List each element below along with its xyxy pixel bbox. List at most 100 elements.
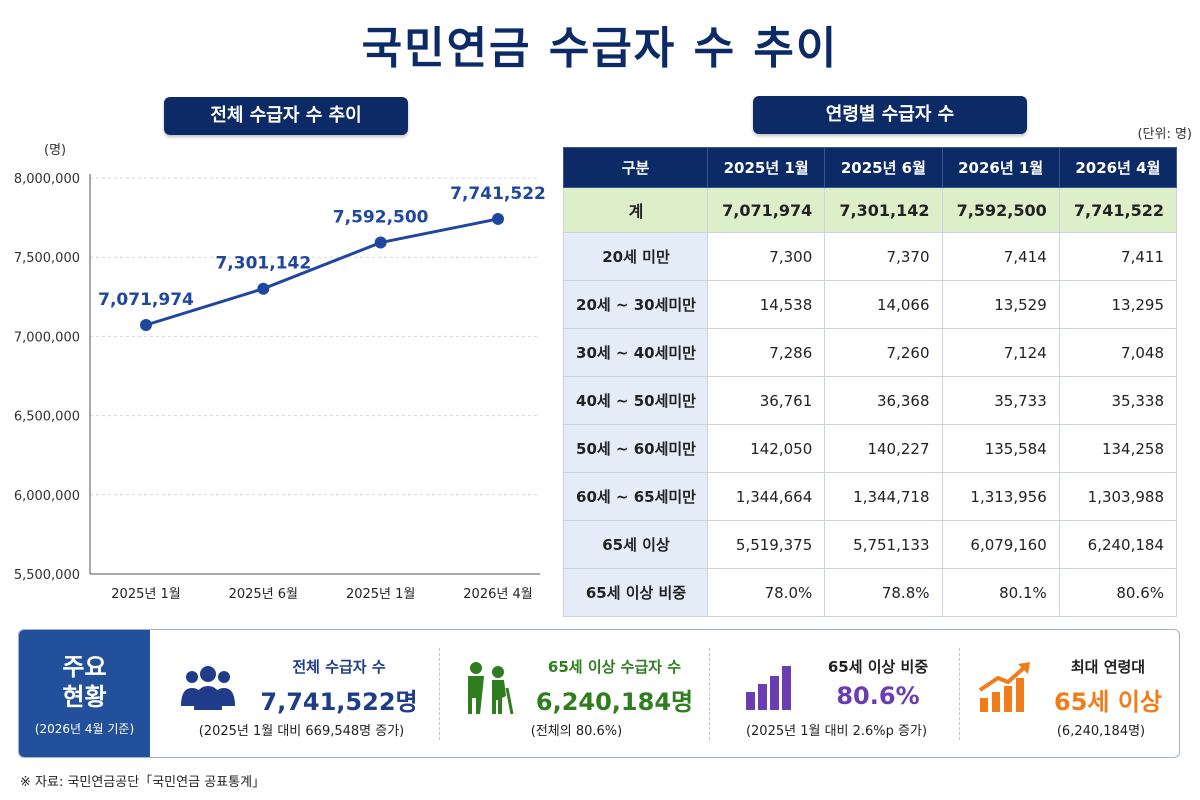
table-cell: 140,227 xyxy=(824,424,943,473)
table-row: 65세 이상 비중 78.0% 78.8% 80.1% 80.6% xyxy=(563,568,1178,617)
table-cell: 14,066 xyxy=(824,280,943,329)
data-point xyxy=(257,282,270,295)
data-point xyxy=(374,236,387,249)
table-row: 20세 미만 7,300 7,370 7,414 7,411 xyxy=(563,232,1178,281)
y-tick-label: 7,000,000 xyxy=(14,330,80,345)
data-label: 7,741,522 xyxy=(450,184,546,204)
key-status-panel: 주요 현황 (2026년 4월 기준) 전체 수급자 수 7,741,522명 … xyxy=(18,629,1180,758)
table-cell: 13,295 xyxy=(1058,280,1178,329)
row-label: 50세 ~ 60세미만 xyxy=(563,424,708,473)
data-label: 7,301,142 xyxy=(215,254,311,274)
unit-note: (단위: 명) xyxy=(1137,127,1192,142)
table-cell: 5,519,375 xyxy=(706,520,826,569)
key-status-title-line-1: 주요 xyxy=(62,653,107,681)
table-cell: 7,414 xyxy=(941,232,1060,281)
card-value: 80.6% xyxy=(836,682,920,710)
table-cell: 7,370 xyxy=(824,232,943,281)
table-cell: 80.1% xyxy=(941,568,1060,617)
header-category: 구분 xyxy=(563,147,708,188)
total-cell: 7,592,500 xyxy=(941,187,1060,233)
y-tick-label: 8,000,000 xyxy=(14,172,80,187)
page-title: 국민연금 수급자 수 추이 xyxy=(361,23,839,74)
card-note: (6,240,184명) xyxy=(1056,724,1146,739)
table-cell: 80.6% xyxy=(1058,568,1178,617)
table-cell: 78.8% xyxy=(824,568,943,617)
elderly-couple-icon xyxy=(468,662,514,715)
card-label: 65세 이상 비중 xyxy=(827,658,929,676)
table-cell: 7,411 xyxy=(1058,232,1178,281)
card-label: 전체 수급자 수 xyxy=(292,658,386,676)
summary-card-largest-group: 최대 연령대 65세 이상 (6,240,184명) xyxy=(964,630,1178,757)
table-cell: 7,124 xyxy=(941,328,1060,377)
divider xyxy=(959,648,960,740)
table-row: 60세 ~ 65세미만 1,344,664 1,344,718 1,313,95… xyxy=(563,472,1178,521)
row-label: 20세 ~ 30세미만 xyxy=(563,280,708,329)
card-label: 최대 연령대 xyxy=(1070,658,1146,676)
table-header: 연령별 수급자 수 xyxy=(753,96,1027,134)
header-2025-01: 2025년 1월 xyxy=(706,147,826,188)
x-tick-label: 2025년 1월 xyxy=(346,587,415,602)
table-row: 40세 ~ 50세미만 36,761 36,368 35,733 35,338 xyxy=(563,376,1178,425)
summary-card-ratio: 65세 이상 비중 80.6% (2025년 1월 대비 2.6%p 증가) xyxy=(714,630,959,757)
table-cell: 36,761 xyxy=(706,376,826,425)
summary-card-total: 전체 수급자 수 7,741,522명 (2025년 1월 대비 669,548… xyxy=(164,630,439,757)
total-row: 계 7,071,974 7,301,142 7,592,500 7,741,52… xyxy=(563,187,1178,233)
divider xyxy=(709,648,710,740)
table-cell: 1,344,718 xyxy=(824,472,943,521)
key-status-heading: 주요 현황 (2026년 4월 기준) xyxy=(19,630,150,757)
total-cell: 7,741,522 xyxy=(1058,187,1178,233)
table-cell: 7,286 xyxy=(706,328,826,377)
row-label: 30세 ~ 40세미만 xyxy=(563,328,708,377)
table-cell: 6,079,160 xyxy=(941,520,1060,569)
divider xyxy=(439,648,440,740)
card-label: 65세 이상 수급자 수 xyxy=(547,658,682,676)
y-tick-label: 6,000,000 xyxy=(14,489,80,504)
series-line xyxy=(145,217,499,327)
card-note: (2025년 1월 대비 669,548명 증가) xyxy=(198,724,405,739)
table-cell: 35,733 xyxy=(941,376,1060,425)
table-cell: 35,338 xyxy=(1058,376,1178,425)
table-cell: 142,050 xyxy=(706,424,826,473)
table-row: 30세 ~ 40세미만 7,286 7,260 7,124 7,048 xyxy=(563,328,1178,377)
total-label: 계 xyxy=(563,187,708,233)
card-note: (2025년 1월 대비 2.6%p 증가) xyxy=(745,724,928,739)
x-tick-label: 2025년 6월 xyxy=(229,587,298,602)
y-axis-unit-label: (명) xyxy=(44,143,66,158)
card-note: (전체의 80.6%) xyxy=(530,724,623,739)
data-label: 7,592,500 xyxy=(333,208,429,228)
table-cell: 5,751,133 xyxy=(824,520,943,569)
table-cell: 6,240,184 xyxy=(1058,520,1178,569)
table-cell: 78.0% xyxy=(706,568,826,617)
x-tick-label: 2025년 1월 xyxy=(111,587,180,602)
row-label: 65세 이상 비중 xyxy=(563,568,708,617)
table-cell: 14,538 xyxy=(706,280,826,329)
card-value: 65세 이상 xyxy=(1054,688,1162,716)
header-2026-01: 2026년 1월 xyxy=(941,147,1060,188)
table-cell: 135,584 xyxy=(941,424,1060,473)
summary-card-elderly: 65세 이상 수급자 수 6,240,184명 (전체의 80.6%) xyxy=(444,630,709,757)
data-point xyxy=(492,212,504,225)
row-label: 65세 이상 xyxy=(563,520,708,569)
table-cell: 36,368 xyxy=(824,376,943,425)
y-tick-label: 7,500,000 xyxy=(14,251,80,266)
row-label: 20세 미만 xyxy=(563,232,708,281)
recipient-trend-line-chart: (명) 5,500,000 6,000,000 6,500,000 7,000,000 7… xyxy=(14,143,546,602)
age-group-table: 구분 2025년 1월 2025년 6월 2026년 1월 2026년 4월 계… xyxy=(563,147,1178,617)
card-value: 7,741,522명 xyxy=(260,688,418,716)
table-cell: 134,258 xyxy=(1058,424,1178,473)
row-label: 60세 ~ 65세미만 xyxy=(563,472,708,521)
key-status-title-line-2: 현황 xyxy=(62,683,107,711)
table-cell: 1,303,988 xyxy=(1058,472,1178,521)
table-row: 20세 ~ 30세미만 14,538 14,066 13,529 13,295 xyxy=(563,280,1178,329)
trend-up-chart-icon xyxy=(978,662,1030,712)
data-point xyxy=(140,318,152,331)
table-cell: 1,344,664 xyxy=(706,472,826,521)
data-label: 7,071,974 xyxy=(98,290,194,310)
table-header-row: 구분 2025년 1월 2025년 6월 2026년 1월 2026년 4월 xyxy=(563,147,1178,188)
table-cell: 13,529 xyxy=(941,280,1060,329)
header-2025-06: 2025년 6월 xyxy=(824,147,943,188)
bar-chart-icon xyxy=(746,666,791,710)
total-cell: 7,301,142 xyxy=(824,187,943,233)
line-chart-header: 전체 수급자 수 추이 xyxy=(164,97,408,135)
table-row: 65세 이상 5,519,375 5,751,133 6,079,160 6,2… xyxy=(563,520,1178,569)
